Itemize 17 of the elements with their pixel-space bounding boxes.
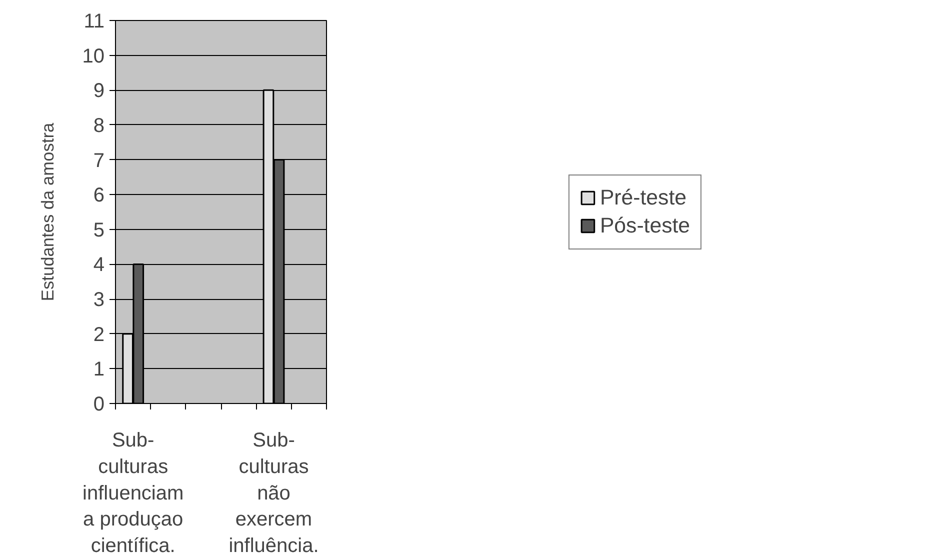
y-tick-label: 3	[93, 289, 104, 312]
x-tick-label: Sub- culturas influenciam a produçao científica.	[82, 430, 184, 558]
y-tick-label: 9	[93, 80, 104, 102]
legend-label: Pós-teste	[600, 213, 690, 238]
x-tick-label: Sub- culturas não exercem influência.	[228, 430, 319, 558]
y-tick-label: 7	[93, 150, 104, 172]
y-tick-label: 8	[93, 114, 104, 137]
y-tick-label: 10	[82, 45, 105, 68]
y-tick-label: 1	[93, 358, 104, 381]
y-tick-label: 6	[93, 184, 104, 207]
y-tick-label: 4	[93, 254, 104, 276]
y-tick-label: 11	[84, 10, 105, 32]
y-tick-label: 0	[93, 394, 104, 416]
y-tick-label: 2	[93, 324, 104, 346]
y-tick-label: 5	[93, 219, 104, 242]
legend-label: Pré-teste	[600, 185, 686, 210]
y-axis-title: Estudantes da amostra	[37, 122, 58, 302]
